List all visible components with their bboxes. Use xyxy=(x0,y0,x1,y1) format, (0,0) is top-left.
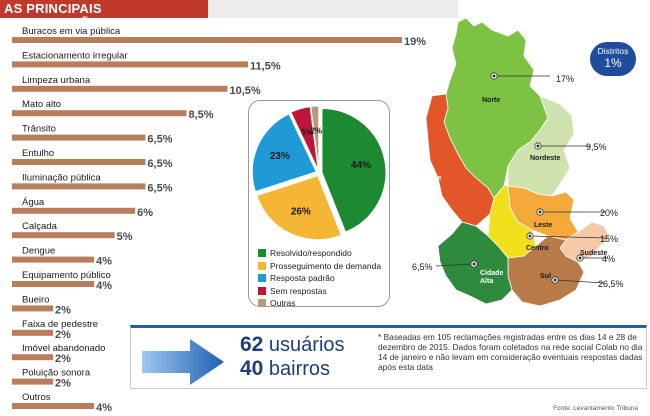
footnote: * Baseadas em 105 reclamações registrada… xyxy=(378,332,643,372)
legend-swatch xyxy=(258,299,266,307)
pie-slice xyxy=(256,175,342,241)
pie-slice xyxy=(310,105,320,171)
bar-category-label: Equipamento público xyxy=(22,270,111,281)
bar xyxy=(12,85,228,92)
bar-value-label: 6,5% xyxy=(147,134,172,146)
bar-category-label: Poluição sonora xyxy=(22,368,91,379)
bar-category-label: Estacionamento irregular xyxy=(22,50,128,61)
bar-value-label: 6,5% xyxy=(147,158,172,170)
pie-chart-card: 44% 26% 23% 5% 2% xyxy=(248,100,390,307)
legend-swatch xyxy=(258,286,266,295)
bar-value-label: 2% xyxy=(55,378,71,390)
bar-value-label: 19% xyxy=(404,36,426,48)
bar-category-label: Bueiro xyxy=(22,294,49,305)
bar-category-label: Iluminação pública xyxy=(22,172,101,183)
response-pie-chart: 44% 26% 23% 5%2% xyxy=(251,105,387,241)
pie-slice xyxy=(290,106,319,171)
bar-category-label: Calçada xyxy=(22,221,58,232)
bar xyxy=(12,281,95,287)
legend-label: Resposta padrão xyxy=(270,273,335,283)
pie-slice-label: 2% xyxy=(311,126,323,135)
distritos-label: Distritos xyxy=(597,46,629,56)
legend-swatch xyxy=(258,249,266,257)
bar xyxy=(12,329,54,336)
bar-category-label: Trânsito xyxy=(22,124,56,135)
bar-value-label: 5% xyxy=(117,231,133,243)
bar-value-label: 4% xyxy=(96,402,112,414)
distritos-value: 1% xyxy=(604,56,622,70)
bar-category-label: Faixa de pedestre xyxy=(22,319,98,330)
bar xyxy=(12,134,146,141)
bar xyxy=(12,37,402,43)
bar xyxy=(12,378,54,385)
bar xyxy=(12,110,187,117)
pie-slice xyxy=(321,107,387,233)
legend-label: Outras xyxy=(270,298,296,308)
pie-slice-label: 26% xyxy=(291,207,311,218)
legend-label: Prosseguimento de demanda xyxy=(270,260,382,271)
neighborhoods-stat: 40 bairros xyxy=(240,357,331,380)
bar xyxy=(12,305,54,312)
bar-value-label: 10,5% xyxy=(230,85,261,97)
bar xyxy=(12,207,136,214)
bar-value-label: 8,5% xyxy=(188,109,213,121)
bar-value-label: 2% xyxy=(55,353,71,365)
bar-value-label: 6,5% xyxy=(147,182,172,194)
bar-value-label: 2% xyxy=(55,304,71,316)
source-credit: Fonte: Levantamento Tribuna xyxy=(553,405,638,412)
bar-category-label: Entulho xyxy=(22,148,54,159)
pie-slice-label: 44% xyxy=(351,160,371,171)
bar-category-label: Água xyxy=(22,197,45,208)
bar-category-label: Outros xyxy=(22,392,51,403)
bar xyxy=(12,159,146,165)
bar xyxy=(12,61,249,68)
header-bar: AS PRINCIPAIS RECLAMAÇÕES xyxy=(0,0,208,31)
bar xyxy=(12,232,115,239)
arrow-right-icon xyxy=(142,339,224,385)
bar-value-label: 4% xyxy=(96,256,112,268)
bar xyxy=(12,183,146,190)
header-divider xyxy=(208,0,458,18)
pie-slice xyxy=(251,113,317,193)
bar xyxy=(12,354,54,361)
users-stat: 62 usuários xyxy=(240,333,345,356)
bar-value-label: 6% xyxy=(137,207,153,219)
bar-value-label: 2% xyxy=(55,329,71,341)
pie-slice-label: 23% xyxy=(270,151,290,162)
legend-label: Resolvido/respondido xyxy=(270,248,352,258)
bar-value-label: 11,5% xyxy=(250,60,281,72)
stats-panel: 62 usuários 40 bairros xyxy=(130,325,650,391)
legend-label: Sem respostas xyxy=(270,285,327,296)
bar-category-label: Buracos em via pública xyxy=(22,26,121,37)
bar-category-label: Dengue xyxy=(22,246,55,257)
bar-value-label: 4% xyxy=(96,280,112,292)
bar-category-label: Imóvel abandonado xyxy=(22,343,105,354)
bar-category-label: Limpeza urbana xyxy=(22,75,91,86)
bar xyxy=(12,256,95,263)
pie-slice-label: 5% xyxy=(301,128,313,137)
legend-swatch xyxy=(258,274,266,282)
distritos-badge: Distritos 1% xyxy=(590,42,636,76)
page-title: AS PRINCIPAIS RECLAMAÇÕES xyxy=(4,1,109,31)
legend-swatch xyxy=(258,261,266,270)
bar-category-label: Mato alto xyxy=(22,99,61,110)
bar xyxy=(12,403,95,409)
